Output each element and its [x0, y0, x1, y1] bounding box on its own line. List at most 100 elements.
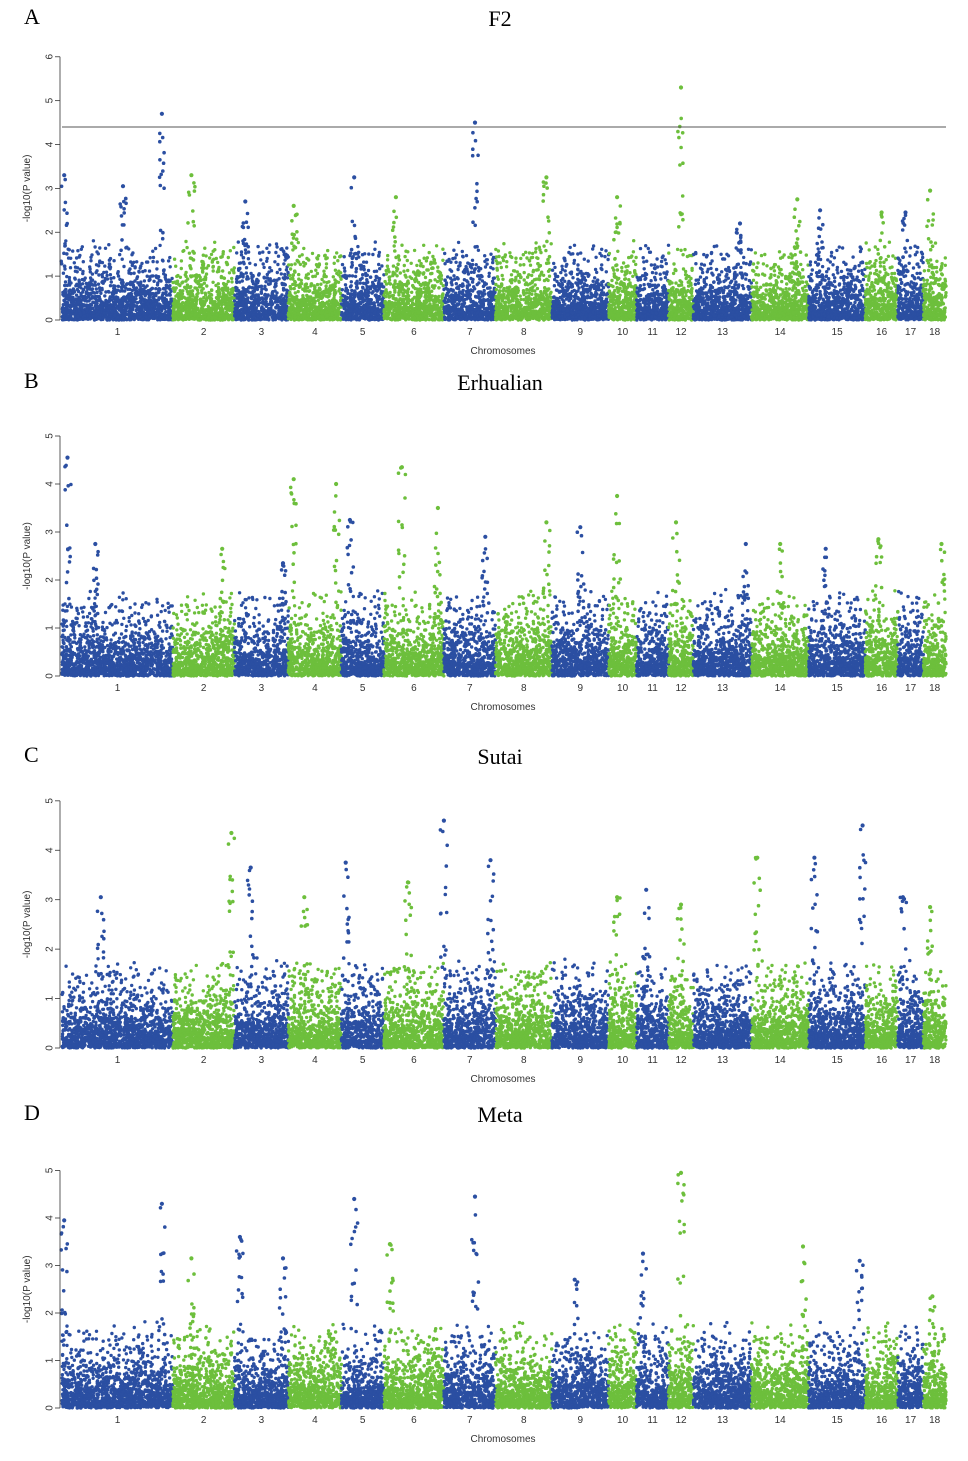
snp-point [147, 299, 152, 303]
snp-point [309, 282, 313, 286]
snp-point [279, 247, 283, 251]
snp-point [174, 264, 178, 268]
snp-point [266, 282, 271, 286]
snp-point [98, 246, 102, 250]
snp-point [373, 317, 377, 322]
snp-point [127, 315, 132, 319]
snp-point [199, 285, 203, 289]
snp-point [323, 254, 327, 258]
snp-point [371, 301, 375, 306]
snp-point [373, 240, 377, 244]
snp-point [89, 259, 93, 263]
snp-point [365, 288, 369, 292]
snp-point [429, 272, 433, 276]
snp-point [157, 312, 161, 316]
snp-point [336, 280, 341, 284]
snp-point [135, 260, 139, 264]
snp-point [189, 285, 193, 289]
snp-point [385, 317, 389, 321]
snp-point [190, 298, 194, 302]
snp-point [441, 247, 445, 251]
snp-point [220, 297, 225, 301]
snp-point [348, 316, 352, 320]
snp-point [96, 294, 100, 299]
snp-point [392, 244, 396, 248]
snp-point [264, 310, 268, 315]
snp-point [345, 311, 349, 315]
snp-point [63, 292, 68, 296]
snp-point [178, 289, 182, 293]
snp-point [232, 299, 237, 303]
snp-point [65, 274, 69, 279]
snp-point [188, 289, 192, 294]
snp-point [276, 262, 280, 267]
snp-point [206, 264, 211, 268]
snp-point [292, 311, 297, 315]
snp-point [371, 282, 376, 287]
snp-point [411, 283, 415, 288]
snp-point [209, 310, 214, 314]
snp-point [356, 244, 360, 249]
snp-point [406, 250, 410, 254]
snp-point [91, 300, 95, 304]
snp-point [163, 275, 167, 279]
snp-point [386, 253, 390, 258]
snp-point [200, 269, 205, 273]
snp-point [319, 307, 323, 311]
snp-point [249, 291, 253, 295]
snp-point [211, 269, 215, 273]
snp-point [415, 298, 419, 302]
snp-point [343, 269, 347, 273]
snp-point [360, 276, 364, 280]
snp-point [178, 275, 183, 279]
snp-point [314, 308, 318, 313]
snp-point [355, 285, 359, 289]
snp-point [138, 266, 142, 270]
snp-point [213, 240, 217, 244]
snp-point [78, 282, 83, 287]
snp-point [384, 272, 389, 276]
snp-point [367, 308, 371, 313]
snp-point [410, 290, 414, 294]
snp-point [140, 302, 144, 306]
snp-point [343, 283, 348, 287]
snp-point [409, 261, 413, 265]
snp-point [131, 280, 135, 285]
snp-point [237, 280, 242, 284]
snp-point [367, 252, 371, 256]
snp-point [274, 242, 279, 246]
snp-point [168, 305, 172, 310]
snp-point [273, 282, 278, 286]
snp-point [125, 301, 129, 305]
snp-point [94, 287, 99, 291]
snp-point [290, 304, 295, 309]
snp-point [244, 251, 248, 255]
snp-point [226, 291, 231, 295]
snp-point [208, 256, 212, 260]
snp-point [288, 277, 293, 281]
snp-point [218, 317, 222, 321]
snp-point [293, 291, 297, 295]
snp-point [375, 275, 379, 279]
snp-point [402, 305, 406, 310]
snp-point [361, 316, 365, 320]
snp-point [143, 285, 148, 289]
snp-point [202, 308, 207, 312]
snp-point [237, 298, 242, 303]
snp-point [216, 260, 220, 265]
snp-point [255, 300, 259, 304]
snp-point [82, 314, 87, 318]
snp-point [324, 257, 328, 261]
snp-point [359, 290, 364, 294]
snp-point [199, 278, 203, 282]
snp-point [140, 261, 144, 266]
snp-point [241, 260, 246, 264]
snp-point [93, 245, 97, 249]
snp-point [201, 253, 205, 257]
snp-point [81, 288, 85, 292]
snp-point [253, 263, 258, 267]
snp-point [216, 285, 221, 290]
snp-point [184, 287, 188, 291]
snp-point [286, 312, 291, 317]
snp-point [254, 307, 258, 311]
